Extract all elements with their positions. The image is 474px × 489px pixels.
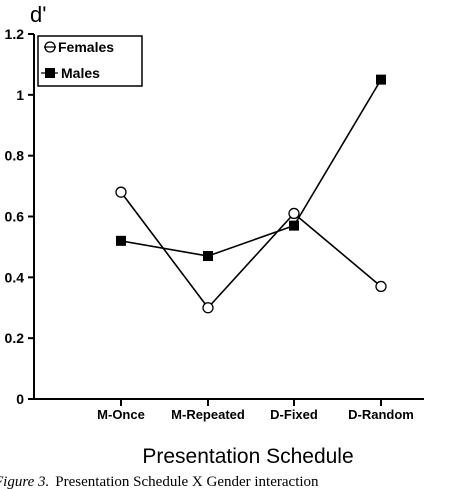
y-axis-label: d': [30, 2, 46, 27]
data-point-females: [115, 186, 127, 198]
legend-females-label: Females: [58, 39, 114, 55]
y-tick-label: 0: [16, 391, 24, 407]
series-layer: [115, 74, 387, 314]
caption-label: Figure 3.: [0, 474, 49, 489]
x-tick-label: M-Repeated: [171, 407, 245, 422]
data-point-males: [376, 74, 386, 85]
y-tick-label: 0.8: [5, 148, 25, 164]
y-tick-label: 1: [16, 87, 24, 103]
legend-males-label: Males: [61, 65, 100, 81]
y-tick-label: 1.2: [5, 26, 25, 42]
y-tick-label: 0.6: [5, 209, 25, 225]
y-ticks: 0 0.2 0.4 0.6 0.8 1 1.2: [5, 26, 34, 407]
x-tick-label: M-Once: [97, 407, 145, 422]
data-point-females: [288, 207, 300, 220]
caption-text: Presentation Schedule X Gender interacti…: [55, 474, 319, 489]
series-line-females: [120, 191, 382, 310]
data-point-males: [289, 220, 299, 231]
x-tick-label: D-Fixed: [270, 407, 318, 422]
data-point-males: [116, 235, 126, 246]
x-ticks: M-Once M-Repeated D-Fixed D-Random: [97, 399, 414, 422]
y-tick-label: 0.4: [5, 269, 25, 285]
x-tick-label: D-Random: [348, 407, 414, 422]
legend: Females Males: [37, 35, 143, 87]
data-point-males: [203, 251, 213, 262]
figure-caption: Figure 3. Presentation Schedule X Gender …: [0, 474, 319, 489]
data-point-females: [375, 280, 387, 293]
x-axis-label: Presentation Schedule: [142, 445, 353, 468]
y-tick-label: 0.2: [5, 330, 25, 346]
series-line-males: [120, 79, 382, 257]
legend-box: [37, 35, 143, 87]
data-point-females: [202, 302, 214, 314]
